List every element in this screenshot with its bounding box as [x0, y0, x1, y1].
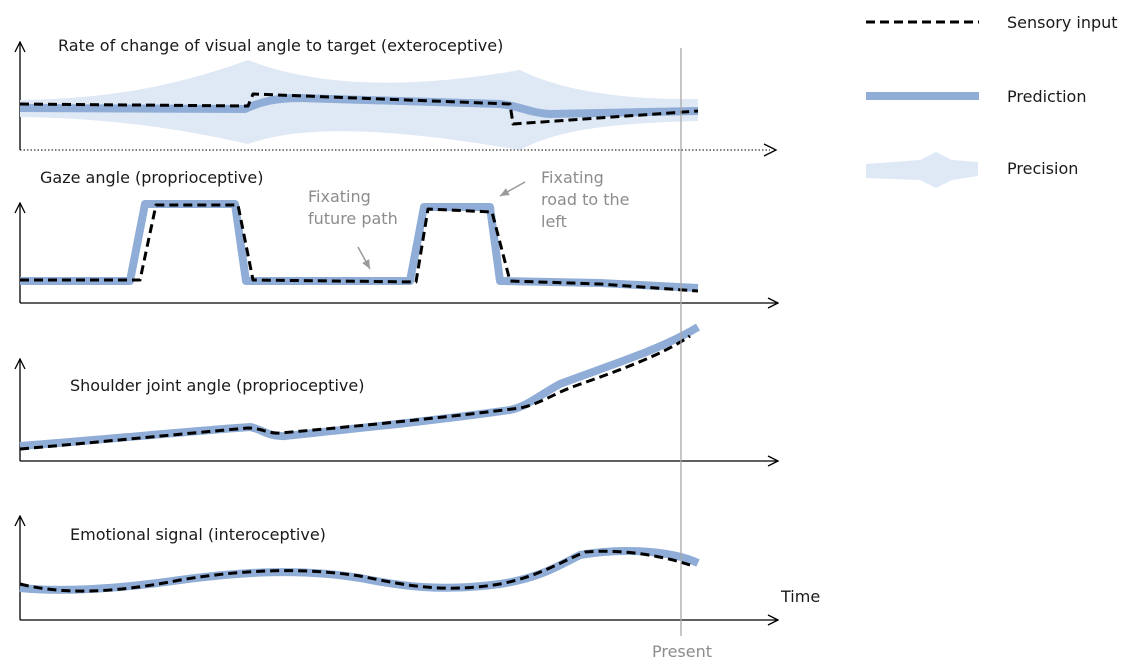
legend-sensory-label: Sensory input: [1007, 13, 1118, 32]
annotation-fixating-future-path: Fixating future path: [308, 187, 398, 228]
legend-prediction-label: Prediction: [1007, 87, 1086, 106]
annotation-fixating-road-left: Fixating road to the left: [541, 168, 635, 231]
prediction-line-shoulder-angle: [19, 323, 701, 450]
precision-band: [20, 60, 698, 150]
prediction-line-emotional-signal: [19, 547, 700, 594]
sensory-line-shoulder-angle: [19, 334, 691, 451]
panel-visual-angle: Rate of change of visual angle to target…: [19, 36, 778, 157]
legend-precision-swatch: [866, 152, 978, 188]
panel-title-visual-angle: Rate of change of visual angle to target…: [58, 36, 503, 55]
sensory-line-visual-angle: [19, 92, 699, 126]
panel-gaze-angle: Gaze angle (proprioceptive) Fixating fut…: [20, 168, 778, 303]
x-axis-arrowhead-visual-angle: [763, 143, 778, 157]
panel-title-emotional-signal: Emotional signal (interoceptive): [70, 525, 326, 544]
panel-emotional-signal: Emotional signal (interoceptive): [20, 516, 778, 620]
annotation-arrow-future-path: [357, 246, 371, 270]
present-label: Present: [652, 642, 712, 658]
annotation-arrow-road-left: [499, 181, 526, 197]
panel-title-gaze-angle: Gaze angle (proprioceptive): [40, 168, 263, 187]
sensory-line-emotional-signal: [19, 549, 691, 593]
legend-precision-label: Precision: [1007, 159, 1078, 178]
panel-title-shoulder-angle: Shoulder joint angle (proprioceptive): [70, 376, 364, 395]
panel-shoulder-angle: Shoulder joint angle (proprioceptive): [19, 323, 778, 461]
sensory-line-gaze-angle: [20, 203, 699, 293]
legend: Sensory input Prediction Precision: [866, 13, 1118, 188]
time-axis-label: Time: [780, 587, 820, 606]
prediction-line-visual-angle: [19, 94, 699, 118]
